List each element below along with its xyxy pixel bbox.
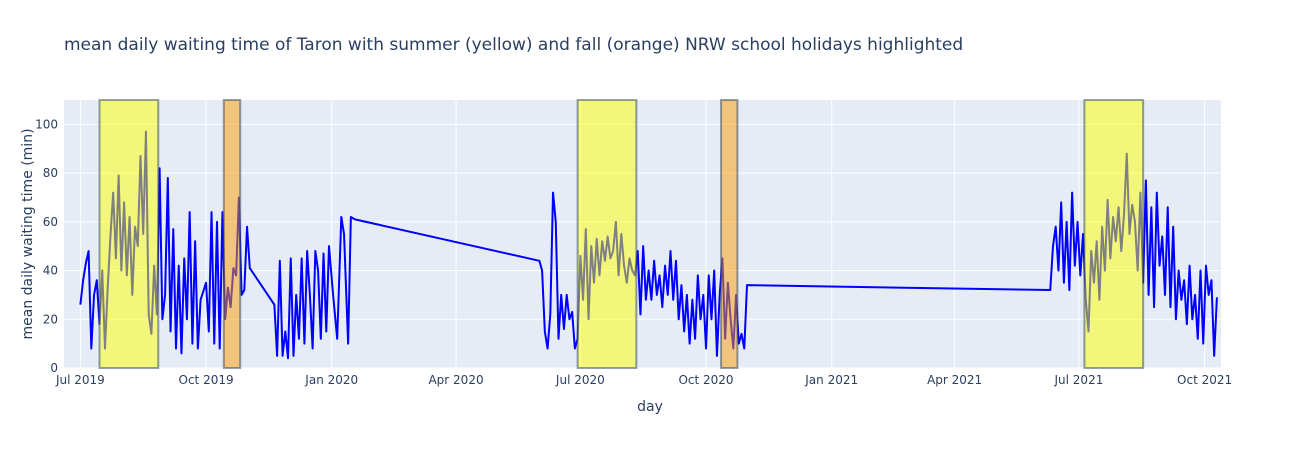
x-tick-label: Apr 2021	[927, 373, 982, 387]
x-tick-label: Jul 2019	[55, 373, 105, 387]
x-tick-label: Oct 2020	[678, 373, 733, 387]
holiday-highlight	[576, 99, 638, 369]
y-axis-title: mean daily waiting time (min)	[20, 128, 36, 339]
x-tick-label: Jul 2021	[1054, 373, 1104, 387]
x-tick-label: Jan 2020	[304, 373, 358, 387]
y-tick-label: 60	[43, 215, 58, 229]
holiday-highlight	[98, 99, 160, 369]
y-tick-label: 20	[43, 312, 58, 326]
plot-background	[64, 100, 1221, 368]
y-tick-label: 80	[43, 166, 58, 180]
holiday-highlight	[720, 99, 739, 369]
x-axis-title: day	[637, 399, 663, 415]
x-tick-label: Oct 2021	[1177, 373, 1232, 387]
chart-title: mean daily waiting time of Taron with su…	[64, 35, 963, 55]
x-tick-label: Apr 2020	[428, 373, 483, 387]
x-tick-label: Oct 2019	[179, 373, 234, 387]
y-tick-label: 100	[35, 117, 58, 131]
y-tick-label: 40	[43, 264, 58, 278]
x-tick-label: Jul 2020	[555, 373, 605, 387]
y-tick-label: 0	[50, 361, 58, 375]
x-tick-label: Jan 2021	[804, 373, 858, 387]
holiday-highlight	[222, 99, 242, 369]
holiday-highlight	[1083, 99, 1145, 369]
